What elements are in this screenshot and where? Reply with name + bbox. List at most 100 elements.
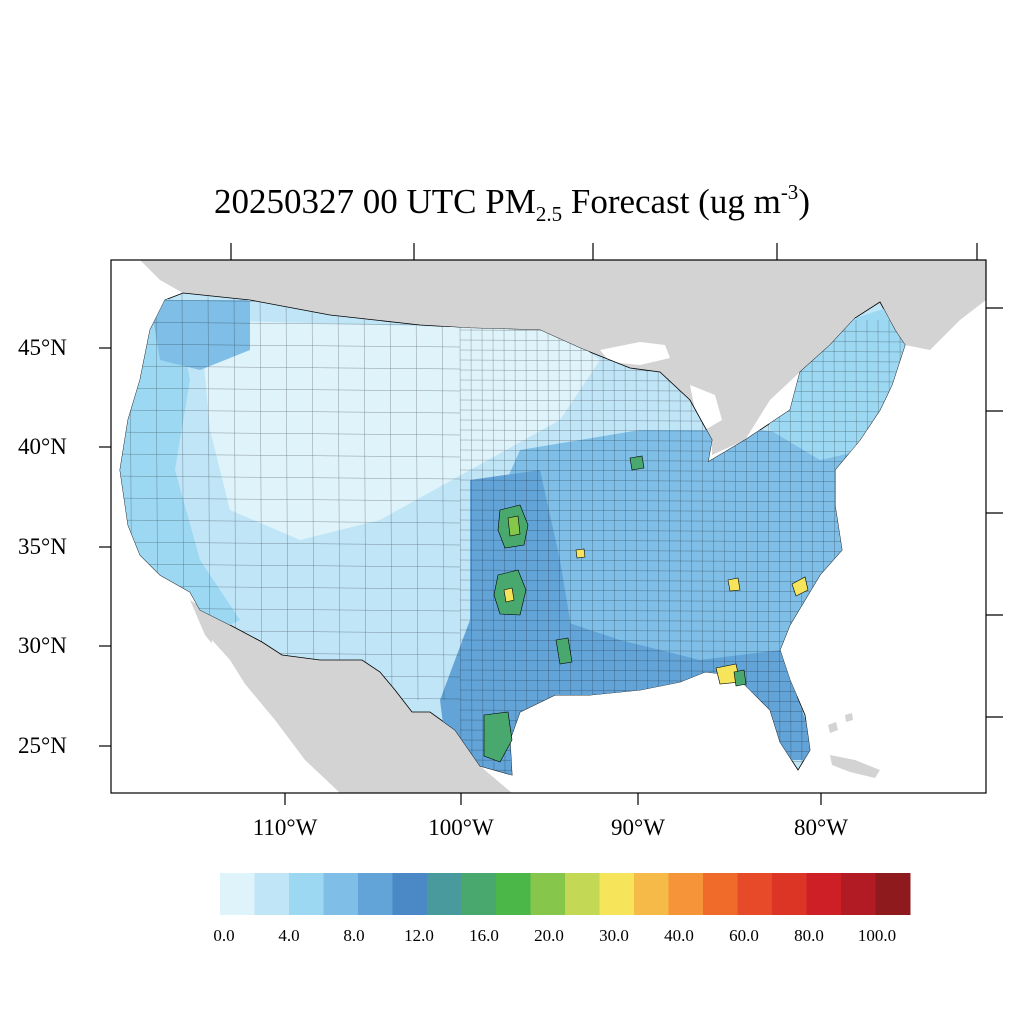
lon-label-90: 90°W — [611, 815, 665, 840]
colorbar-swatch — [530, 873, 566, 915]
lon-label-110: 110°W — [252, 815, 318, 840]
lat-label-35: 35°N — [18, 534, 67, 559]
colorbar-swatch — [634, 873, 669, 915]
colorbar-swatch — [461, 873, 497, 915]
county-boundary-line — [120, 541, 461, 546]
colorbar-label-40: 40.0 — [664, 926, 694, 945]
colorbar-label-60: 60.0 — [729, 926, 759, 945]
colorbar-label-20: 20.0 — [534, 926, 564, 945]
hotspot-kansas-core — [507, 515, 521, 537]
county-boundary-line — [459, 429, 905, 433]
colorbar-label-100: 100.0 — [857, 926, 897, 945]
colorbar-label-80: 80.0 — [794, 926, 824, 945]
county-boundary-line — [120, 321, 461, 326]
county-boundary-line — [120, 519, 461, 524]
hotspot-arkansas — [575, 548, 586, 559]
map-area — [111, 260, 986, 793]
baja-california — [210, 640, 290, 790]
pacific-northwest-zone — [150, 300, 250, 370]
county-boundary-line — [459, 459, 905, 463]
axis-ticks — [99, 243, 1003, 805]
clean-northern-plains-zone — [200, 320, 600, 540]
colorbar-swatch — [772, 873, 807, 915]
title-superscript: -3 — [780, 180, 799, 204]
county-boundary-line — [525, 319, 528, 775]
county-boundary-line — [459, 499, 905, 503]
county-boundary-line — [120, 475, 461, 480]
colorbar-swatch — [565, 873, 600, 915]
county-boundary-line — [337, 293, 341, 701]
county-boundary-line — [459, 549, 905, 553]
county-boundary-line — [459, 399, 905, 403]
county-boundary-line — [459, 519, 905, 523]
colorbar-label-16: 16.0 — [469, 926, 499, 945]
county-boundary-line — [389, 293, 393, 701]
county-boundary-line — [120, 453, 461, 458]
county-boundary-line — [459, 479, 905, 483]
colorbar-label-8: 8.0 — [343, 926, 365, 945]
colorbar-swatch — [806, 873, 842, 915]
colorbar-swatch — [841, 873, 876, 915]
county-boundary-line — [459, 419, 905, 423]
county-boundary-line — [536, 319, 539, 775]
hotspot-south-carolina — [791, 576, 809, 597]
bahamas-islands — [828, 713, 853, 733]
pm25-hotspots — [483, 455, 809, 763]
county-boundary-line — [459, 509, 905, 513]
county-boundary-line — [459, 539, 905, 543]
colorbar-swatch — [392, 873, 428, 915]
county-boundary-line — [459, 439, 905, 443]
county-boundary-line — [459, 529, 905, 533]
county-boundary-line — [415, 293, 419, 701]
county-boundary-line — [459, 469, 905, 473]
hotspot-south-texas — [483, 711, 513, 763]
county-boundary-line — [259, 293, 263, 701]
county-boundary-line — [120, 563, 461, 568]
lat-label-45: 45°N — [18, 335, 67, 360]
lat-label-40: 40°N — [18, 434, 67, 459]
hotspot-florida-panhandle-east — [733, 669, 747, 687]
colorbar-swatch — [875, 873, 911, 915]
county-boundary-line — [441, 293, 445, 701]
colorbar-label-12: 12.0 — [404, 926, 434, 945]
colorbar-label-30: 30.0 — [599, 926, 629, 945]
colorbar-label-4: 4.0 — [278, 926, 300, 945]
colorbar-swatch — [703, 873, 738, 915]
title-subscript: 2.5 — [535, 202, 563, 226]
county-boundary-line — [120, 387, 461, 392]
colorbar-swatch — [323, 873, 359, 915]
pacific-coast-zone — [120, 293, 240, 640]
hotspot-oklahoma-core — [503, 587, 515, 603]
lon-label-100: 100°W — [428, 815, 494, 840]
lat-label-25: 25°N — [18, 733, 67, 758]
colorbar-swatch — [220, 873, 255, 915]
lon-label-80: 80°W — [794, 815, 848, 840]
map-frame — [110, 259, 987, 794]
county-boundary-line — [459, 489, 905, 493]
county-boundary-line — [514, 319, 517, 775]
lat-label-30: 30°N — [18, 633, 67, 658]
county-boundary-line — [459, 409, 905, 413]
colorbar-swatch — [599, 873, 635, 915]
concentration-zones — [120, 293, 905, 775]
hotspot-georgia — [727, 577, 741, 592]
county-boundary-line — [120, 409, 461, 414]
canada-landmass — [140, 260, 986, 455]
colorbar-swatch — [737, 873, 773, 915]
colorbar-swatch — [254, 873, 290, 915]
mexico-landmass — [190, 600, 512, 793]
county-boundary-line — [120, 497, 461, 502]
county-boundary-line — [120, 343, 461, 348]
hotspot-illinois — [629, 455, 645, 471]
hotspot-louisiana — [555, 637, 573, 665]
colorbar-swatch — [496, 873, 531, 915]
cuba-island — [830, 755, 880, 778]
colorbar-swatch — [668, 873, 704, 915]
map-title: 20250327 00 UTC PM2.5 Forecast (ug m-3) — [214, 180, 810, 226]
colorbar — [220, 873, 911, 915]
colorbar-swatch — [427, 873, 462, 915]
county-boundary-line — [363, 293, 367, 701]
colorbar-label-0: 0.0 — [213, 926, 235, 945]
